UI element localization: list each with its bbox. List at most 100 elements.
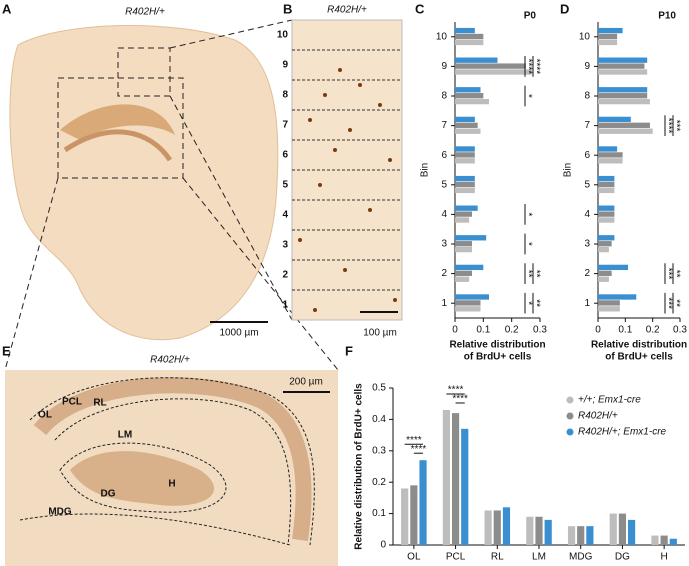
significance: *** — [670, 120, 681, 132]
bar — [455, 294, 489, 300]
bar — [598, 128, 653, 134]
x-tick-label: OL — [407, 552, 421, 563]
bar — [598, 116, 631, 123]
bar — [609, 513, 617, 545]
bar — [598, 122, 650, 128]
bar — [660, 535, 668, 545]
bin-label: 3 — [282, 240, 288, 251]
y-tick-label: 6 — [584, 150, 590, 161]
bar — [598, 181, 615, 188]
panel-letter: C — [415, 1, 425, 16]
bar — [455, 300, 481, 306]
bar — [455, 158, 475, 164]
y-tick-label: 8 — [584, 91, 590, 102]
legend-swatch — [566, 396, 574, 404]
y-tick-label: 6 — [441, 150, 447, 161]
region-label: DG — [101, 489, 116, 500]
region-label: MDG — [48, 507, 72, 518]
bar — [669, 538, 677, 545]
bar — [455, 246, 472, 253]
x-tick-label: 0.1 — [618, 325, 632, 336]
x-tick-label: DG — [615, 552, 630, 563]
x-tick-label: 0.2 — [505, 325, 519, 336]
bin-label: 6 — [282, 150, 288, 161]
region-label: LM — [118, 430, 132, 441]
bar — [455, 152, 475, 158]
bar — [455, 33, 484, 40]
legend-label: R402H/+ — [578, 411, 618, 422]
significance: ** — [530, 299, 541, 307]
bar — [455, 87, 481, 93]
scale-bar-label: 100 µm — [363, 328, 397, 339]
bar — [455, 63, 526, 69]
scale-bar-label: 200 µm — [289, 377, 323, 388]
bar — [567, 526, 576, 545]
significance: *** — [662, 268, 673, 280]
scale-bar-label: 1000 µm — [219, 328, 258, 339]
region-label: OL — [38, 410, 52, 421]
panel-letter: F — [345, 343, 353, 358]
bin-label: 2 — [282, 270, 288, 281]
bar — [455, 116, 475, 123]
x-tick-label: 0.3 — [533, 325, 547, 336]
significance: **** — [406, 435, 422, 446]
bar — [598, 175, 615, 182]
x-tick-label: 0.1 — [476, 325, 490, 336]
y-tick-label: 7 — [584, 120, 590, 131]
bar — [455, 175, 475, 182]
bar — [586, 526, 594, 545]
bar — [598, 33, 618, 40]
significance: * — [522, 301, 533, 305]
bar — [502, 507, 511, 545]
y-axis-label: Relative distribution of BrdU+ cells — [354, 383, 365, 550]
bar — [455, 69, 532, 75]
y-tick-label: 9 — [441, 61, 447, 72]
chart-title: P10 — [658, 11, 676, 22]
bar — [598, 205, 615, 211]
x-tick-label: H — [661, 552, 668, 563]
x-tick-label: MDG — [569, 552, 593, 563]
bar — [455, 306, 481, 312]
significance: **** — [662, 118, 673, 134]
y-tick-label: 4 — [441, 209, 447, 220]
bin-label: 8 — [282, 90, 288, 101]
region-label: PCL — [62, 397, 82, 408]
y-axis-label: Bin — [563, 163, 574, 177]
y-tick-label: 1 — [584, 298, 590, 309]
bar — [455, 122, 478, 128]
y-tick-label: 5 — [441, 179, 447, 190]
chart-title: P0 — [524, 11, 537, 22]
y-tick-label: 0 — [380, 540, 386, 551]
bar — [451, 413, 460, 545]
bar — [598, 27, 623, 34]
brain-section-image — [4, 19, 339, 371]
y-tick-label: 4 — [584, 209, 590, 220]
bin-label: 4 — [282, 210, 288, 221]
y-tick-label: 0.1 — [372, 508, 386, 519]
region-label: H — [168, 479, 175, 490]
panel-title: R402H/+ — [327, 5, 367, 16]
bar — [455, 205, 478, 211]
x-tick-label: 0 — [452, 325, 458, 336]
bar — [598, 306, 620, 312]
bar — [535, 516, 543, 545]
bar — [598, 276, 609, 282]
panel-title: R402H/+ — [150, 355, 190, 366]
y-tick-label: 9 — [584, 61, 590, 72]
bar — [455, 235, 487, 241]
bar — [598, 152, 623, 158]
bar — [419, 460, 427, 545]
bar — [618, 513, 627, 545]
panel-letter: D — [560, 1, 569, 16]
bin-label: 1 — [282, 300, 288, 311]
significance: **** — [452, 394, 468, 405]
bar — [577, 526, 585, 545]
bin-label: 10 — [277, 30, 289, 41]
bar — [455, 187, 475, 194]
x-axis-label: Relative distribution — [591, 340, 687, 351]
legend-label: +/+; Emx1-cre — [578, 395, 641, 406]
bar — [598, 264, 629, 271]
y-tick-label: 5 — [584, 179, 590, 190]
significance: **** — [522, 59, 533, 75]
x-axis-label: of BrdU+ cells — [605, 352, 673, 363]
